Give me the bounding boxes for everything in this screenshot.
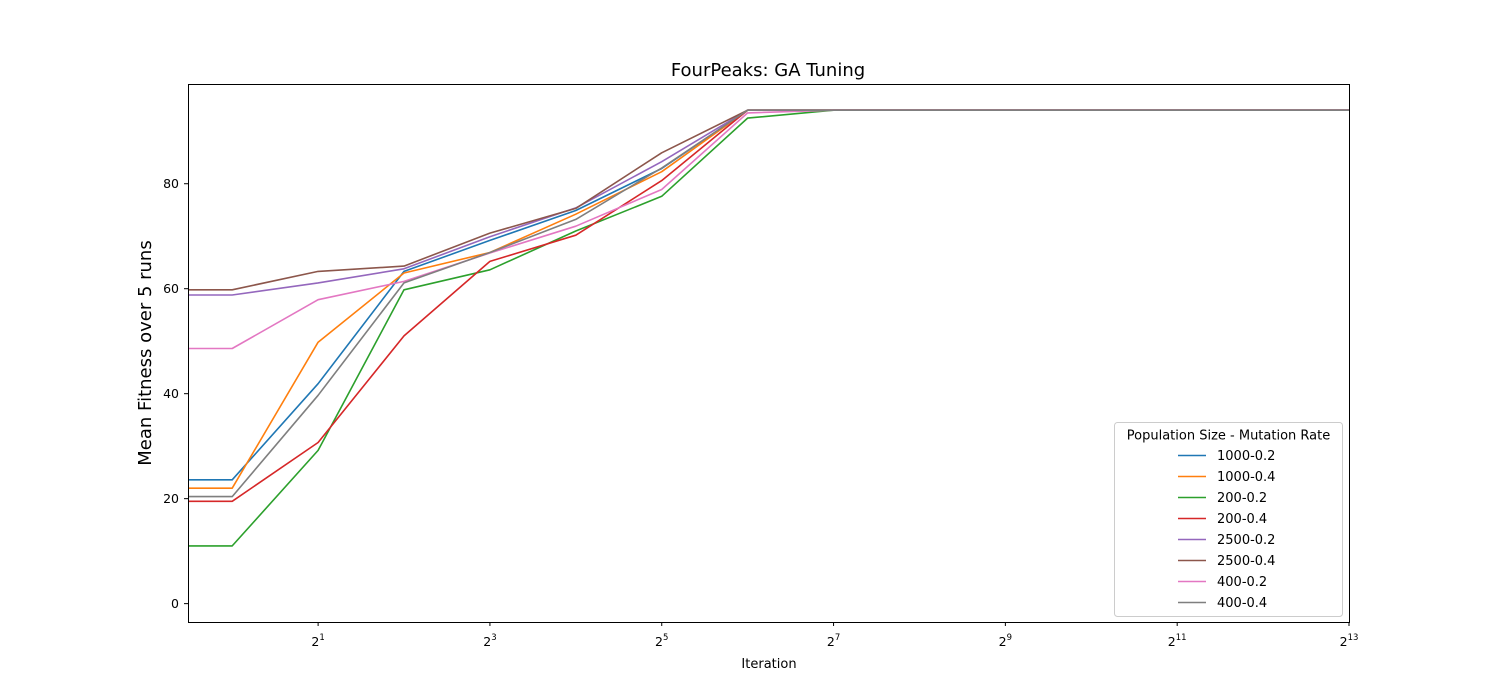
x-tick-label: 211: [1168, 633, 1187, 649]
x-tick-label: 27: [827, 633, 840, 649]
series-layer: [188, 109, 1349, 547]
legend: Population Size - Mutation Rate 1000-0.2 1…: [1114, 422, 1343, 617]
y-tick-label: 80: [163, 176, 179, 191]
legend-label: 2500-0.4: [1217, 554, 1275, 569]
legend-label: 400-0.2: [1217, 575, 1267, 590]
legend-label: 200-0.2: [1217, 491, 1267, 506]
y-tick-label: 60: [163, 281, 179, 296]
legend-label: 2500-0.2: [1217, 533, 1275, 548]
y-tick-label: 40: [163, 386, 179, 401]
x-tick-label: 21: [311, 633, 324, 649]
legend-label: 400-0.4: [1217, 596, 1267, 611]
x-axis-ticks: 21 23 25 27 29 211 213: [311, 622, 1358, 649]
x-tick-label: 29: [999, 633, 1012, 649]
y-tick-label: 20: [163, 491, 179, 506]
x-axis-label: Iteration: [741, 657, 796, 672]
x-tick-label: 213: [1340, 633, 1359, 649]
legend-label: 1000-0.4: [1217, 470, 1275, 485]
legend-label: 1000-0.2: [1217, 449, 1275, 464]
y-tick-label: 0: [171, 596, 179, 611]
x-tick-label: 25: [655, 633, 668, 649]
legend-label: 200-0.4: [1217, 512, 1267, 527]
chart-title: FourPeaks: GA Tuning: [671, 60, 865, 81]
plot-frame: [188, 84, 1350, 623]
series-line-400-0.4: [188, 109, 1349, 498]
y-axis-ticks: 0 20 40 60 80: [163, 176, 188, 611]
x-tick-label: 23: [483, 633, 496, 649]
legend-box: [1114, 422, 1343, 617]
y-axis-label: Mean Fitness over 5 runs: [135, 240, 156, 465]
legend-title: Population Size - Mutation Rate: [1127, 429, 1330, 444]
